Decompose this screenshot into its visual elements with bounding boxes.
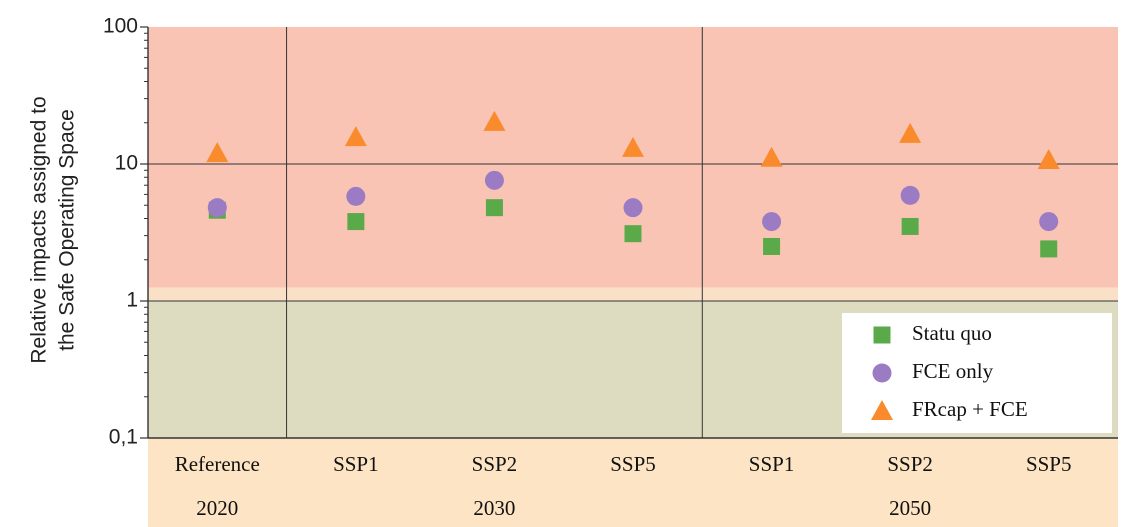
marker-square <box>347 213 365 231</box>
marker-circle <box>346 186 366 206</box>
marker-square <box>763 237 781 255</box>
y-tick-label: 1 <box>126 289 138 312</box>
legend-marker <box>873 326 891 344</box>
marker-triangle <box>483 110 506 131</box>
background-band <box>148 287 1118 301</box>
y-axis-title: Relative impacts assigned to the Safe Op… <box>28 96 79 363</box>
marker-circle <box>623 198 643 218</box>
legend-marker <box>871 400 893 420</box>
group-label: 2020 <box>196 496 238 520</box>
marker-circle <box>1039 212 1059 232</box>
y-tick-label: 10 <box>115 152 138 175</box>
category-background <box>148 438 1118 527</box>
legend-label: Statu quo <box>912 321 992 345</box>
marker-triangle <box>899 122 922 143</box>
y-tick-label: 0,1 <box>109 426 138 449</box>
y-axis-title-line: Relative impacts assigned to <box>28 96 51 363</box>
x-tick-label: SSP2 <box>472 452 518 476</box>
marker-square <box>1040 240 1058 258</box>
marker-circle <box>207 198 227 218</box>
marker-triangle <box>344 126 367 147</box>
legend-marker <box>872 363 892 383</box>
y-axis-title-line: the Safe Operating Space <box>56 109 79 351</box>
marker-square <box>901 217 919 235</box>
marker-triangle <box>760 146 783 167</box>
x-tick-label: Reference <box>175 452 260 476</box>
x-tick-label: SSP1 <box>333 452 379 476</box>
marker-square <box>624 225 642 243</box>
marker-triangle <box>1037 148 1060 169</box>
marker-square <box>485 199 503 217</box>
marker-circle <box>900 185 920 205</box>
y-tick-label: 100 <box>103 15 138 38</box>
group-label: 2030 <box>473 496 515 520</box>
legend-label: FRcap + FCE <box>912 397 1028 421</box>
background-band <box>148 27 1118 288</box>
marker-circle <box>762 212 782 232</box>
x-tick-label: SSP5 <box>610 452 656 476</box>
x-tick-label: SSP1 <box>749 452 795 476</box>
marker-triangle <box>206 142 229 163</box>
legend-label: FCE only <box>912 359 994 383</box>
group-label: 2050 <box>889 496 931 520</box>
x-tick-label: SSP5 <box>1026 452 1072 476</box>
marker-triangle <box>622 136 644 157</box>
marker-circle <box>484 170 504 190</box>
x-tick-label: SSP2 <box>887 452 933 476</box>
